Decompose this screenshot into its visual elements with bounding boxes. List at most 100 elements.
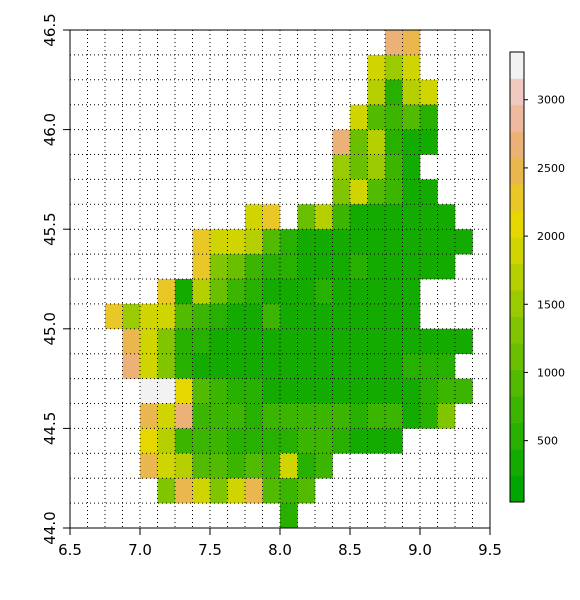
colorbar-tick-label: 3000 <box>537 94 565 107</box>
heatmap-cell <box>402 328 421 354</box>
heatmap-cell <box>262 303 281 330</box>
heatmap-cell <box>297 328 316 354</box>
heatmap-cell <box>315 204 333 230</box>
heatmap-cell <box>385 279 403 305</box>
heatmap-cell <box>385 428 403 454</box>
heatmap-cell <box>385 104 403 130</box>
heatmap-cell <box>402 104 421 130</box>
heatmap-cell <box>350 428 368 454</box>
heatmap-cell <box>332 129 351 155</box>
x-tick-label: 7.5 <box>198 541 222 559</box>
heatmap-cell <box>367 204 386 230</box>
heatmap-cell <box>332 378 351 404</box>
heatmap-cell <box>227 353 246 379</box>
heatmap-cell <box>402 179 421 205</box>
heatmap-cell <box>332 353 351 379</box>
heatmap-cell <box>140 378 158 404</box>
heatmap-cell <box>420 129 438 155</box>
heatmap-cell <box>437 204 456 230</box>
heatmap-cell <box>420 204 438 230</box>
heatmap-cell <box>385 129 403 155</box>
heatmap-cell <box>315 279 333 305</box>
heatmap-cell <box>140 403 158 429</box>
heatmap-cell <box>297 279 316 305</box>
heatmap-cell <box>402 79 421 105</box>
heatmap-cell <box>280 328 298 354</box>
colorbar-swatch <box>510 449 524 476</box>
heatmap-cell <box>315 378 333 404</box>
heatmap-cell <box>385 403 403 429</box>
colorbar-swatch <box>510 475 524 503</box>
heatmap-cell <box>402 129 421 155</box>
heatmap-cell <box>175 328 193 354</box>
heatmap-cell <box>297 428 316 454</box>
heatmap-cell <box>262 204 281 230</box>
heatmap-cell <box>420 79 438 105</box>
heatmap-cell <box>437 403 456 429</box>
heatmap-cell <box>332 428 351 454</box>
colorbar-swatch <box>510 290 524 318</box>
y-tick-label: 45.0 <box>41 312 59 345</box>
heatmap-cell <box>350 328 368 354</box>
y-tick-label: 46.5 <box>41 13 59 46</box>
heatmap-cell <box>262 229 281 255</box>
colorbar-frame <box>509 51 525 503</box>
heatmap-cell <box>402 254 421 280</box>
heatmap-cell <box>367 104 386 130</box>
heatmap-cell <box>402 54 421 81</box>
heatmap-cell <box>420 254 438 280</box>
heatmap-cell <box>385 328 403 354</box>
heatmap-cell <box>280 229 298 255</box>
heatmap-cell <box>105 303 123 330</box>
heatmap-cell <box>210 453 228 479</box>
heatmap-cell <box>402 353 421 379</box>
heatmap-cell <box>332 254 351 280</box>
colorbar-swatch <box>510 396 524 423</box>
heatmap-cell <box>385 179 403 205</box>
y-tick-label: 46.0 <box>41 113 59 146</box>
heatmap-cell <box>140 428 158 454</box>
heatmap-cell <box>367 303 386 330</box>
heatmap-cell <box>297 403 316 429</box>
heatmap-cell <box>350 179 368 205</box>
y-tick-label: 45.5 <box>41 212 59 245</box>
heatmap-cell <box>420 403 438 429</box>
colorbar-tick-label: 500 <box>537 435 558 448</box>
heatmap-cell <box>227 254 246 280</box>
colorbar-swatch <box>510 104 524 132</box>
heatmap-cell <box>332 403 351 429</box>
heatmap-cell <box>210 254 228 280</box>
heatmap-cell <box>402 204 421 230</box>
colorbar-swatch <box>510 422 524 450</box>
heatmap-cell <box>350 353 368 379</box>
heatmap-cell <box>402 403 421 429</box>
heatmap-cell <box>367 254 386 280</box>
heatmap-cell <box>350 154 368 180</box>
heatmap-cell <box>175 403 193 429</box>
heatmap-cell <box>192 328 211 354</box>
heatmap-cell <box>245 254 263 280</box>
heatmap-cell <box>210 279 228 305</box>
colorbar-swatch <box>510 131 524 159</box>
heatmap-cell <box>402 30 421 56</box>
heatmap-cell <box>402 279 421 305</box>
x-tick-label: 7.0 <box>128 541 152 559</box>
heatmap-cell <box>420 104 438 130</box>
heatmap-cell <box>385 229 403 255</box>
heatmap-cell <box>332 303 351 330</box>
heatmap-cell <box>280 353 298 379</box>
heatmap-cell <box>455 229 473 255</box>
heatmap-cell <box>122 353 141 379</box>
heatmap-cell <box>402 154 421 180</box>
x-tick-label: 9.0 <box>408 541 432 559</box>
heatmap-cell <box>280 254 298 280</box>
heatmap-cell <box>297 378 316 404</box>
heatmap-cell <box>140 353 158 379</box>
heatmap-cell <box>437 254 456 280</box>
heatmap-cell <box>385 30 403 56</box>
x-tick-label: 8.0 <box>268 541 292 559</box>
heatmap-cell <box>192 428 211 454</box>
heatmap-cell <box>175 428 193 454</box>
heatmap-cell <box>192 378 211 404</box>
y-tick-label: 44.5 <box>41 412 59 445</box>
